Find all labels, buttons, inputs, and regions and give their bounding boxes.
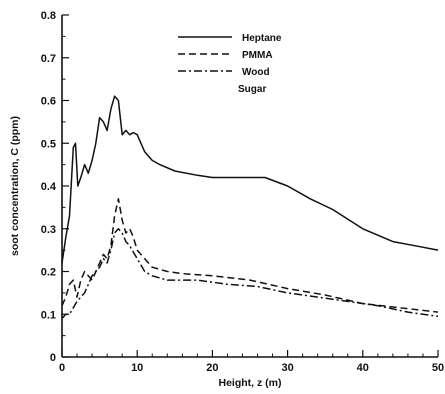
legend-label-pmma: PMMA: [242, 50, 273, 61]
y-axis-title: soot concentration, C (ppm): [9, 116, 21, 256]
series-line-pmma: [61, 198, 439, 313]
legend: Heptane PMMA Wood Sugar: [178, 33, 282, 95]
x-tick-label: 40: [357, 362, 369, 374]
y-tick-label: 0.2: [41, 267, 56, 279]
axis-ticks: 0 10 20 30 40 50 0 0.1 0.2 0.3 0.4 0.5 0.6 0.7 0.8: [41, 10, 444, 374]
y-tick-label: 0.8: [41, 10, 56, 22]
x-axis-title: Height, z (m): [219, 377, 282, 389]
y-tick-label: 0.5: [41, 138, 56, 150]
x-tick-label: 10: [131, 362, 143, 374]
x-tick-label: 50: [432, 362, 444, 374]
y-tick-label: 0: [50, 352, 56, 364]
y-tick-label: 0.6: [41, 96, 56, 108]
legend-label-wood: Wood: [242, 67, 270, 78]
series-line-wood: [61, 228, 439, 320]
legend-label-heptane: Heptane: [242, 33, 282, 44]
legend-label-sugar: Sugar: [238, 84, 266, 95]
x-tick-label: 0: [59, 362, 65, 374]
y-tick-label: 0.3: [41, 224, 56, 236]
series-line-heptane: [61, 95, 439, 264]
x-tick-label: 30: [281, 362, 293, 374]
x-tick-label: 20: [206, 362, 218, 374]
y-tick-label: 0.1: [41, 309, 56, 321]
y-tick-label: 0.4: [41, 181, 57, 193]
y-tick-label: 0.7: [41, 53, 56, 65]
series-layer: [61, 95, 439, 320]
